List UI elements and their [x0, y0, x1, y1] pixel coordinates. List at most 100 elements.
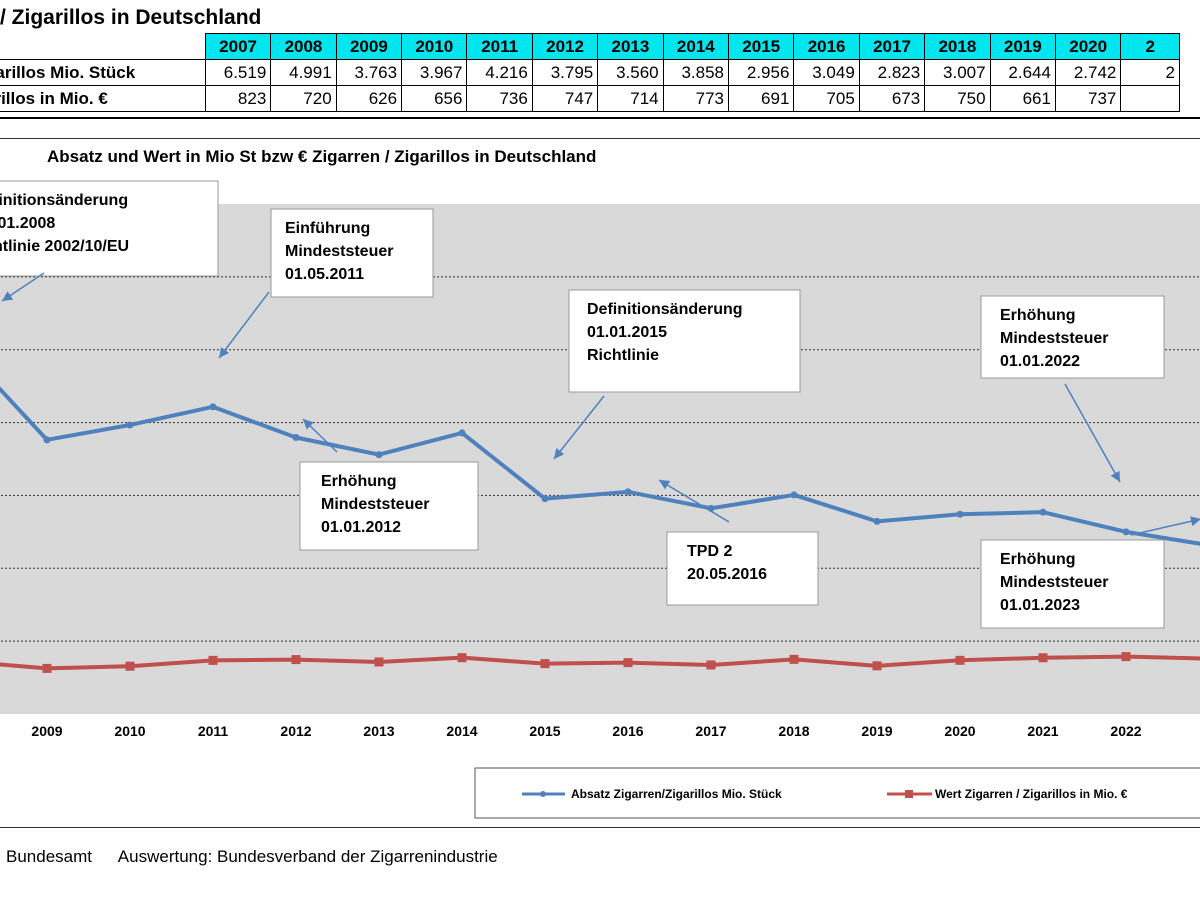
x-tick-label: 2009: [31, 723, 62, 739]
table-cell: 823: [204, 85, 272, 112]
year-header: 2011: [466, 33, 533, 60]
annotation-box: [980, 295, 1165, 379]
table-cell: 737: [1054, 85, 1122, 112]
year-header: 2020: [1054, 33, 1122, 60]
annotation-box: [299, 461, 479, 551]
wert-point: [374, 657, 384, 667]
arrowhead: [219, 347, 230, 358]
absatz-point: [458, 429, 466, 437]
arrowhead: [554, 448, 565, 459]
legend-box: [474, 767, 1200, 819]
wert-point: [789, 654, 799, 664]
table-header-row: 2007 2008 2009 2010 2011 2012 2013 2014 …: [0, 33, 1180, 60]
annotation-text: Mindeststeuer: [321, 496, 429, 513]
x-tick-label: 2018: [778, 723, 809, 739]
annotation-text: Einführung: [285, 220, 370, 237]
table-cell: 2.823: [858, 59, 926, 86]
x-tick-label: 2015: [529, 723, 560, 739]
year-header: 2012: [531, 33, 599, 60]
table-cell: 4.991: [270, 59, 337, 86]
absatz-point: [209, 403, 217, 411]
x-tick-label: 2010: [114, 723, 145, 739]
table-cell: 3.560: [597, 59, 664, 86]
wert-point: [706, 660, 716, 670]
row-label-absatz: garillos Mio. Stück: [0, 59, 206, 86]
absatz-line: [0, 386, 1200, 546]
annotation-arrow: [553, 395, 605, 460]
arrowhead: [2, 291, 14, 301]
x-tick-label: 2012: [280, 723, 311, 739]
x-tick-label: 2011: [198, 723, 229, 739]
year-header: 2: [1120, 33, 1180, 60]
year-header: 2010: [401, 33, 468, 60]
annotation-text: 20.05.2016: [687, 566, 767, 583]
absatz-point: [873, 517, 881, 525]
table-cell: 750: [924, 85, 991, 112]
annotation-text: ntlinie 2002/10/EU: [0, 238, 129, 255]
page-title: / Zigarillos in Deutschland: [0, 6, 262, 29]
annotation-text: Erhöhung: [321, 473, 397, 490]
chart-title: Absatz und Wert in Mio St bzw € Zigarren…: [47, 147, 596, 166]
plot-area: [0, 204, 1200, 714]
chart-container: Absatz und Wert in Mio St bzw € Zigarren…: [0, 138, 1200, 828]
table-row: arillos in Mio. € 823 720 626 656 736 74…: [0, 85, 1180, 112]
annotation-text: .01.2008: [0, 215, 55, 232]
annotation-text: Erhöhung: [1000, 307, 1076, 324]
x-tick-label: 2022: [1110, 723, 1141, 739]
absatz-point: [292, 434, 300, 442]
wert-point: [457, 653, 467, 663]
annotation-box: [270, 208, 434, 298]
x-tick-label: 2020: [944, 723, 975, 739]
legend-marker-wert: [905, 790, 913, 798]
annotation-text: Erhöhung: [1000, 551, 1076, 568]
table-cell: 705: [793, 85, 860, 112]
wert-point: [42, 663, 52, 673]
table-cell: 736: [466, 85, 533, 112]
table-cell: 2.742: [1054, 59, 1122, 86]
wert-point: [623, 658, 633, 668]
annotation-text: 01.01.2023: [1000, 597, 1080, 614]
table-cell: 3.967: [401, 59, 468, 86]
table-cell: 626: [335, 85, 403, 112]
year-header: 2019: [989, 33, 1056, 60]
table-cell: 2.956: [728, 59, 795, 86]
table-cell: 691: [728, 85, 795, 112]
table-cell: 720: [270, 85, 337, 112]
annotation-text: 01.01.2015: [587, 324, 667, 341]
table-cell: 673: [858, 85, 926, 112]
table-corner: [0, 34, 205, 60]
absatz-point: [375, 451, 383, 459]
table-cell: 3.795: [531, 59, 599, 86]
absatz-point: [624, 488, 632, 496]
year-header: 2018: [924, 33, 991, 60]
x-tick-label: 2014: [446, 723, 477, 739]
annotation-arrow: [658, 479, 730, 523]
annotation-text: finitionsänderung: [0, 192, 128, 209]
table-cell: [1120, 85, 1180, 112]
table-cell: 2.644: [989, 59, 1056, 86]
absatz-point: [1122, 528, 1130, 536]
data-table: 2007 2008 2009 2010 2011 2012 2013 2014 …: [0, 33, 1180, 112]
row-label-wert: arillos in Mio. €: [0, 85, 206, 112]
wert-point: [872, 661, 882, 671]
wert-point: [955, 655, 965, 665]
annotation-text: Mindeststeuer: [1000, 574, 1108, 591]
annotation-box: [980, 539, 1165, 629]
table-cell: 3.858: [662, 59, 730, 86]
annotation-arrow: [218, 291, 270, 359]
year-header: 2008: [270, 33, 337, 60]
arrowhead: [659, 480, 671, 490]
arrowhead: [1190, 516, 1200, 527]
annotation-text: Mindeststeuer: [1000, 330, 1108, 347]
x-tick-label: 2019: [861, 723, 892, 739]
annotation-arrow: [1064, 383, 1121, 483]
source-label: Bundesamt: [6, 847, 92, 866]
annotation-box: [666, 531, 819, 606]
table-cell: 3.007: [924, 59, 991, 86]
wert-point: [1121, 652, 1131, 662]
x-tick-label: 2021: [1027, 723, 1058, 739]
absatz-point: [1039, 508, 1047, 516]
analysis-label: Auswertung: Bundesverband der Zigarrenin…: [117, 847, 498, 866]
table-cell: 3.049: [793, 59, 860, 86]
annotation-text: 01.01.2022: [1000, 353, 1080, 370]
